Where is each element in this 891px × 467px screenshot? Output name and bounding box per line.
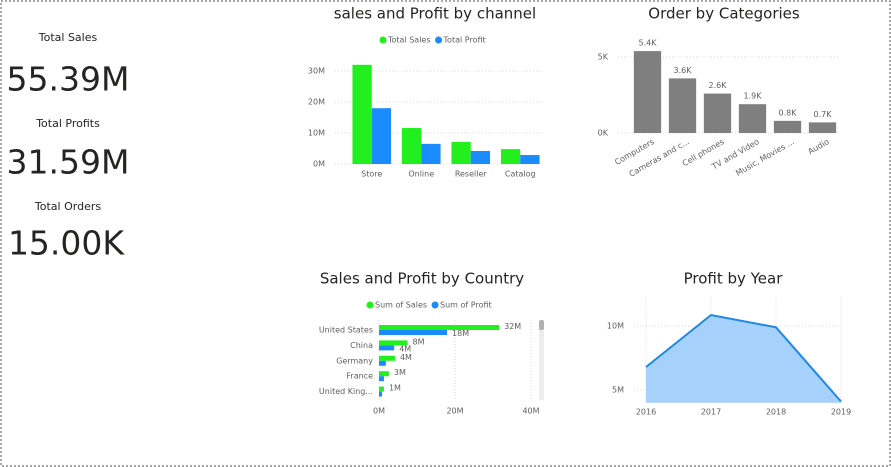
y-tick-label: 5M <box>612 386 624 395</box>
bar <box>451 141 471 164</box>
y-tick-label: United King... <box>319 387 373 396</box>
bar <box>379 391 383 397</box>
card-label: Total Orders <box>34 200 101 213</box>
chart-title: Sales and Profit by Country <box>320 270 524 288</box>
bar <box>379 330 448 335</box>
data-label: 2.6K <box>709 81 728 90</box>
card-value: 55.39M <box>7 60 130 99</box>
x-tick-label: Catalog <box>505 170 536 179</box>
y-tick-label: 0M <box>313 160 325 169</box>
data-label: 4M <box>399 344 411 353</box>
x-tick-label: 2019 <box>831 407 851 416</box>
data-label: 18M <box>452 329 469 338</box>
area <box>646 315 841 403</box>
bar <box>379 345 395 351</box>
card-value: 31.59M <box>7 143 130 182</box>
bar <box>773 120 802 133</box>
card-value: 15.00K <box>8 224 125 263</box>
legend-label: Sum of Sales <box>375 301 427 310</box>
bar <box>379 386 384 392</box>
x-tick-label: Music, Movies ... <box>734 137 796 178</box>
bar <box>379 360 386 366</box>
y-tick-label: 10M <box>308 129 325 138</box>
x-tick-label: 20M <box>446 407 463 416</box>
y-tick-label: France <box>346 372 373 381</box>
data-label: 8M <box>413 337 425 346</box>
bar <box>500 149 521 164</box>
x-tick-label: Store <box>361 170 382 179</box>
chart-title: Order by Categories <box>648 5 800 23</box>
y-tick-label: 5K <box>598 53 609 62</box>
y-tick-label: United States <box>319 326 373 335</box>
bar <box>379 371 389 377</box>
data-label: 0.7K <box>814 110 833 119</box>
legend-marker <box>435 36 443 44</box>
x-tick-label: 40M <box>522 407 539 416</box>
x-tick-label: Cameras and c... <box>628 137 691 179</box>
legend-marker <box>366 301 374 309</box>
y-tick-label: 0K <box>598 129 609 138</box>
bar <box>520 155 540 164</box>
x-tick-label: 2016 <box>636 407 656 416</box>
bar <box>379 376 384 382</box>
bar <box>668 78 697 133</box>
y-tick-label: China <box>350 341 373 350</box>
bar <box>421 143 441 164</box>
data-label: 4M <box>400 353 412 362</box>
data-label: 5.4K <box>639 39 658 48</box>
line <box>645 313 842 403</box>
bar <box>371 108 392 164</box>
data-label: 1M <box>389 384 401 393</box>
legend-marker <box>431 301 439 309</box>
bar <box>808 122 837 133</box>
chart-title: sales and Profit by channel <box>334 5 536 23</box>
data-label: 0.8K <box>779 108 798 117</box>
legend-marker <box>379 36 387 44</box>
x-tick-label: 2018 <box>766 407 786 416</box>
card-label: Total Profits <box>35 117 100 130</box>
bar <box>379 325 500 330</box>
y-tick-label: 10M <box>607 322 624 331</box>
y-tick-label: Germany <box>336 356 373 365</box>
x-tick-label: 2017 <box>701 407 721 416</box>
x-tick-label: 0M <box>373 407 385 416</box>
bar <box>703 93 732 133</box>
scrollbar-thumb[interactable] <box>539 320 544 330</box>
chart-title: Profit by Year <box>684 270 784 288</box>
data-label: 3.6K <box>674 66 693 75</box>
y-tick-label: 30M <box>308 67 325 76</box>
bar <box>379 355 395 361</box>
bar <box>379 340 408 346</box>
data-label: 3M <box>394 368 406 377</box>
legend-label: Total Sales <box>387 36 431 45</box>
bar <box>470 150 491 164</box>
bar <box>738 104 767 133</box>
bar <box>633 51 662 133</box>
bar <box>401 128 422 164</box>
legend-label: Total Profit <box>443 36 486 45</box>
x-tick-label: Online <box>408 170 434 179</box>
data-label: 32M <box>504 322 521 331</box>
data-label: 1.9K <box>744 92 763 101</box>
legend-label: Sum of Profit <box>440 301 492 310</box>
x-tick-label: Reseller <box>455 170 488 179</box>
card-label: Total Sales <box>38 31 98 44</box>
bar <box>352 64 372 164</box>
x-tick-label: Audio <box>807 137 831 156</box>
scrollbar[interactable] <box>539 320 544 400</box>
y-tick-label: 20M <box>308 98 325 107</box>
